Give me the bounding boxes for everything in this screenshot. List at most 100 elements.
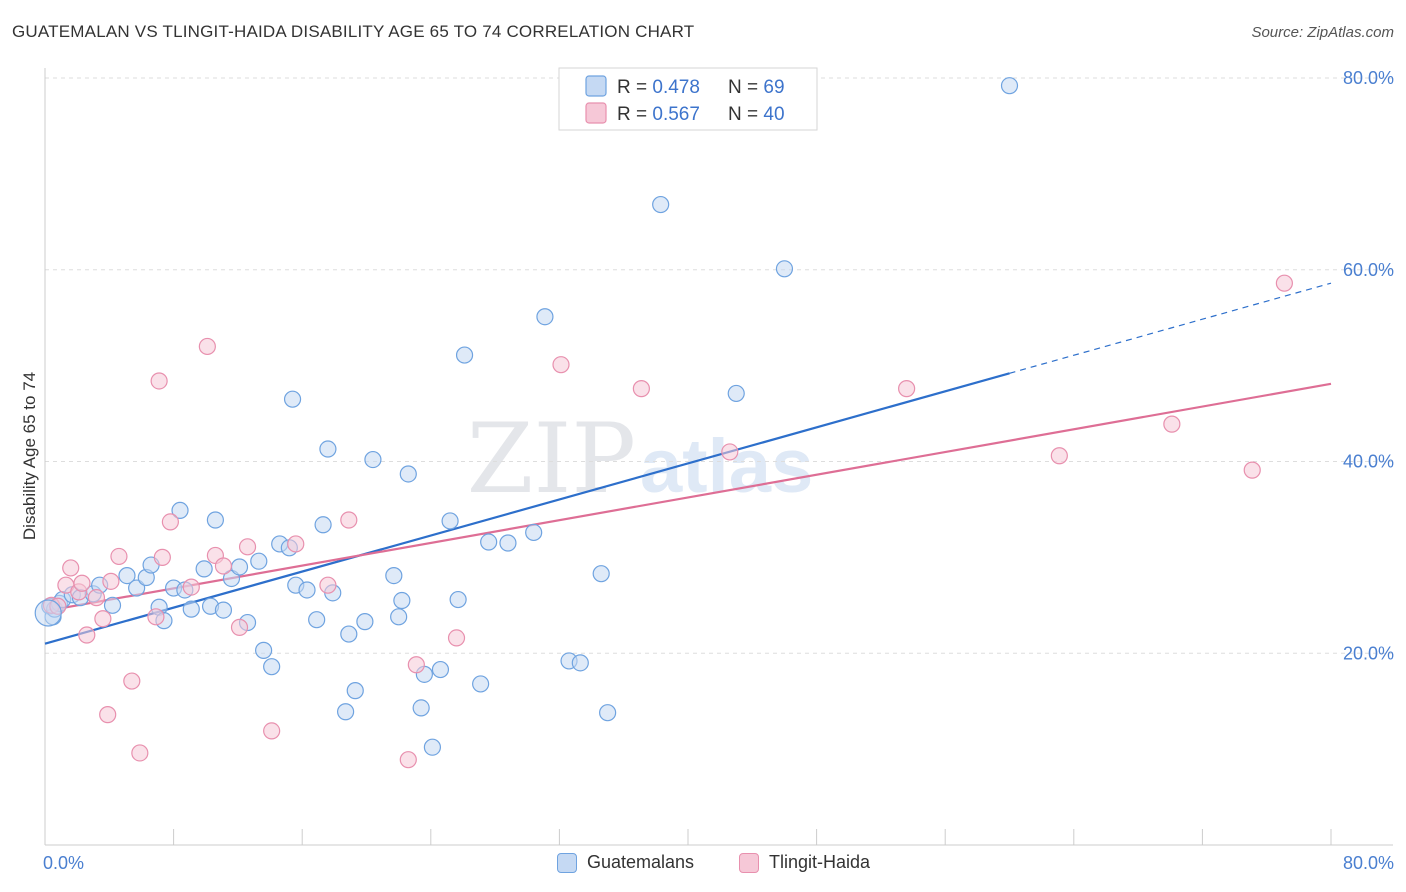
point-1-30 <box>447 629 466 647</box>
tlingit-haida-swatch <box>739 852 759 873</box>
point-0-53 <box>449 590 467 609</box>
point-0-50 <box>423 738 442 756</box>
zipatlas-watermark: ZIP atlas <box>467 403 813 515</box>
point-0-35 <box>308 611 326 629</box>
legend-item-tlingit-haida[interactable]: Tlingit-Haida <box>739 852 870 873</box>
point-0-63 <box>599 704 617 722</box>
correlation-legend: R = 0.478 N = 69 R = 0.567 N = 40 <box>558 67 818 131</box>
point-0-17 <box>171 501 189 519</box>
point-1-10 <box>102 572 120 590</box>
point-0-36 <box>314 516 332 534</box>
legend-r-value-2: 0.567 <box>652 104 700 125</box>
x-tick-label-max: 80.0% <box>1343 853 1394 873</box>
trend-line-0 <box>44 372 1010 645</box>
trend-lines <box>44 282 1332 645</box>
point-1-22 <box>230 618 249 636</box>
legend-swatch-tlingit-haida <box>585 102 607 124</box>
legend-n-label-1: N = <box>728 77 763 98</box>
legend-swatch-guatemalans <box>585 75 607 97</box>
point-1-17 <box>161 513 179 531</box>
point-1-9 <box>99 706 117 724</box>
point-0-54 <box>455 346 474 364</box>
legend-r-label-2: R = <box>617 104 652 125</box>
trend-line-1 <box>44 382 1332 613</box>
point-0-67 <box>1000 77 1019 95</box>
y-tick-label-40: 40.0% <box>1343 452 1394 472</box>
point-1-8 <box>94 610 112 628</box>
point-0-37 <box>319 440 337 458</box>
point-0-59 <box>536 308 554 326</box>
point-0-44 <box>385 566 403 585</box>
point-1-15 <box>153 548 171 566</box>
legend-r-value-1: 0.478 <box>652 77 700 98</box>
point-1-29 <box>407 656 425 674</box>
point-1-3 <box>62 559 80 577</box>
guatemalans-swatch <box>557 852 577 873</box>
point-1-28 <box>399 751 417 769</box>
point-1-19 <box>198 337 216 356</box>
point-1-14 <box>147 608 165 626</box>
point-1-18 <box>182 578 200 596</box>
point-0-22 <box>206 511 224 529</box>
point-1-34 <box>898 380 916 398</box>
point-1-33 <box>721 443 739 461</box>
point-0-65 <box>727 384 745 403</box>
point-0-55 <box>472 675 490 693</box>
point-0-42 <box>356 613 374 631</box>
watermark-atlas: atlas <box>640 424 813 509</box>
point-0-28 <box>255 641 273 659</box>
point-0-23 <box>214 601 233 619</box>
point-0-51 <box>431 660 450 679</box>
point-1-12 <box>123 672 141 690</box>
point-1-16 <box>150 372 168 390</box>
point-0-58 <box>525 523 543 542</box>
point-1-23 <box>238 538 257 556</box>
point-1-21 <box>214 557 233 575</box>
point-0-27 <box>250 552 268 570</box>
series-legend: Guatemalans Tlingit-Haida <box>0 852 1406 876</box>
svg-text:N = 69: N = 69 <box>728 77 785 98</box>
point-0-52 <box>441 512 459 530</box>
svg-text:R = 0.567: R = 0.567 <box>617 104 700 125</box>
watermark-zip: ZIP <box>467 403 636 515</box>
y-tick-label-60: 60.0% <box>1343 260 1394 280</box>
point-cluster-origin <box>34 599 62 627</box>
point-0-62 <box>592 565 610 583</box>
data-points <box>34 77 1293 769</box>
y-axis-label: Disability Age 65 to 74 <box>20 372 39 540</box>
point-1-5 <box>73 574 91 592</box>
legend-n-label-2: N = <box>728 104 763 125</box>
point-1-38 <box>1275 274 1293 292</box>
point-1-35 <box>1050 447 1068 465</box>
legend-n-value-1: 69 <box>763 77 784 98</box>
point-1-26 <box>319 576 337 594</box>
svg-text:R = 0.478: R = 0.478 <box>617 77 700 98</box>
point-0-40 <box>340 625 358 643</box>
point-0-9 <box>103 596 122 614</box>
point-0-20 <box>195 560 213 578</box>
point-1-7 <box>87 589 106 607</box>
point-0-34 <box>298 581 316 599</box>
point-1-11 <box>110 547 128 566</box>
point-1-27 <box>340 511 358 529</box>
series-tlingit-haida <box>42 274 1293 769</box>
y-tick-label-80: 80.0% <box>1343 68 1394 88</box>
point-1-13 <box>131 744 149 762</box>
point-0-48 <box>412 699 430 717</box>
x-tick-label-min: 0.0% <box>43 853 84 873</box>
legend-r-label-1: R = <box>617 77 652 98</box>
chart-title: GUATEMALAN VS TLINGIT-HAIDA DISABILITY A… <box>12 22 695 41</box>
source-label: Source: ZipAtlas.com <box>1251 24 1394 41</box>
point-0-11 <box>128 579 146 597</box>
trend-extension-0 <box>1009 282 1332 374</box>
point-0-56 <box>480 533 498 551</box>
legend-label-guatemalans: Guatemalans <box>587 852 695 872</box>
y-tick-labels: 20.0% 40.0% 60.0% 80.0% <box>1343 68 1394 663</box>
point-0-10 <box>118 566 136 585</box>
point-0-39 <box>337 703 355 721</box>
point-0-46 <box>393 591 411 610</box>
point-0-25 <box>230 558 249 576</box>
legend-item-guatemalans[interactable]: Guatemalans <box>557 852 694 873</box>
point-1-37 <box>1243 461 1261 479</box>
